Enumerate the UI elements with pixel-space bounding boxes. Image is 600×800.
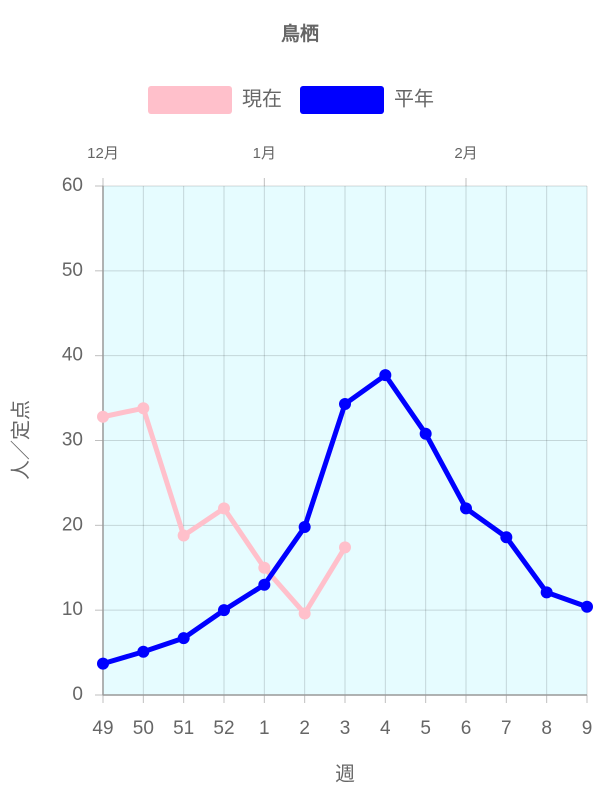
x-tick-label: 4 — [380, 718, 391, 739]
data-point — [379, 369, 392, 382]
x-axis-label: 週 — [335, 762, 355, 785]
legend-label: 平年 — [394, 87, 434, 110]
data-point — [500, 531, 513, 544]
y-tick-label: 10 — [62, 599, 83, 620]
data-point — [339, 398, 351, 411]
top-axis-label: 2月 — [454, 145, 477, 162]
y-tick-label: 60 — [62, 175, 83, 196]
x-tick-label: 8 — [541, 718, 552, 739]
chart-title: 鳥栖 — [281, 22, 319, 45]
data-point — [137, 402, 150, 415]
legend-swatch — [148, 86, 232, 114]
x-tick-label: 7 — [501, 718, 512, 739]
y-tick-label: 20 — [62, 514, 83, 535]
data-point — [137, 645, 150, 658]
legend-swatch — [300, 86, 384, 114]
data-point — [258, 578, 271, 591]
x-tick-label: 52 — [213, 718, 234, 739]
data-point — [177, 632, 190, 645]
data-point — [97, 657, 109, 670]
y-tick-label: 30 — [62, 430, 83, 451]
data-point — [218, 502, 230, 515]
x-tick-label: 2 — [299, 718, 310, 739]
top-axis-label: 1月 — [253, 145, 276, 162]
legend-label: 現在 — [242, 87, 282, 110]
x-tick-label: 51 — [173, 718, 194, 739]
data-point — [218, 604, 230, 617]
data-point — [581, 600, 593, 613]
data-point — [419, 427, 432, 440]
plot-background — [103, 186, 587, 695]
x-tick-label: 5 — [420, 718, 431, 739]
x-tick-label: 3 — [340, 718, 351, 739]
data-point — [298, 521, 311, 534]
data-point — [97, 410, 109, 423]
y-axis-label: 人／定点 — [9, 400, 32, 480]
data-point — [540, 586, 553, 599]
data-point — [258, 561, 271, 574]
y-tick-label: 0 — [72, 684, 83, 705]
data-point — [339, 541, 351, 554]
x-tick-label: 50 — [133, 718, 154, 739]
top-axis-label: 12月 — [87, 145, 119, 162]
x-tick-label: 6 — [461, 718, 472, 739]
data-point — [298, 607, 311, 620]
x-tick-label: 49 — [92, 718, 113, 739]
x-tick-label: 1 — [259, 718, 270, 739]
y-tick-label: 40 — [62, 345, 83, 366]
data-point — [460, 502, 472, 515]
x-tick-label: 9 — [582, 718, 593, 739]
data-point — [177, 529, 190, 542]
y-tick-label: 50 — [62, 260, 83, 281]
